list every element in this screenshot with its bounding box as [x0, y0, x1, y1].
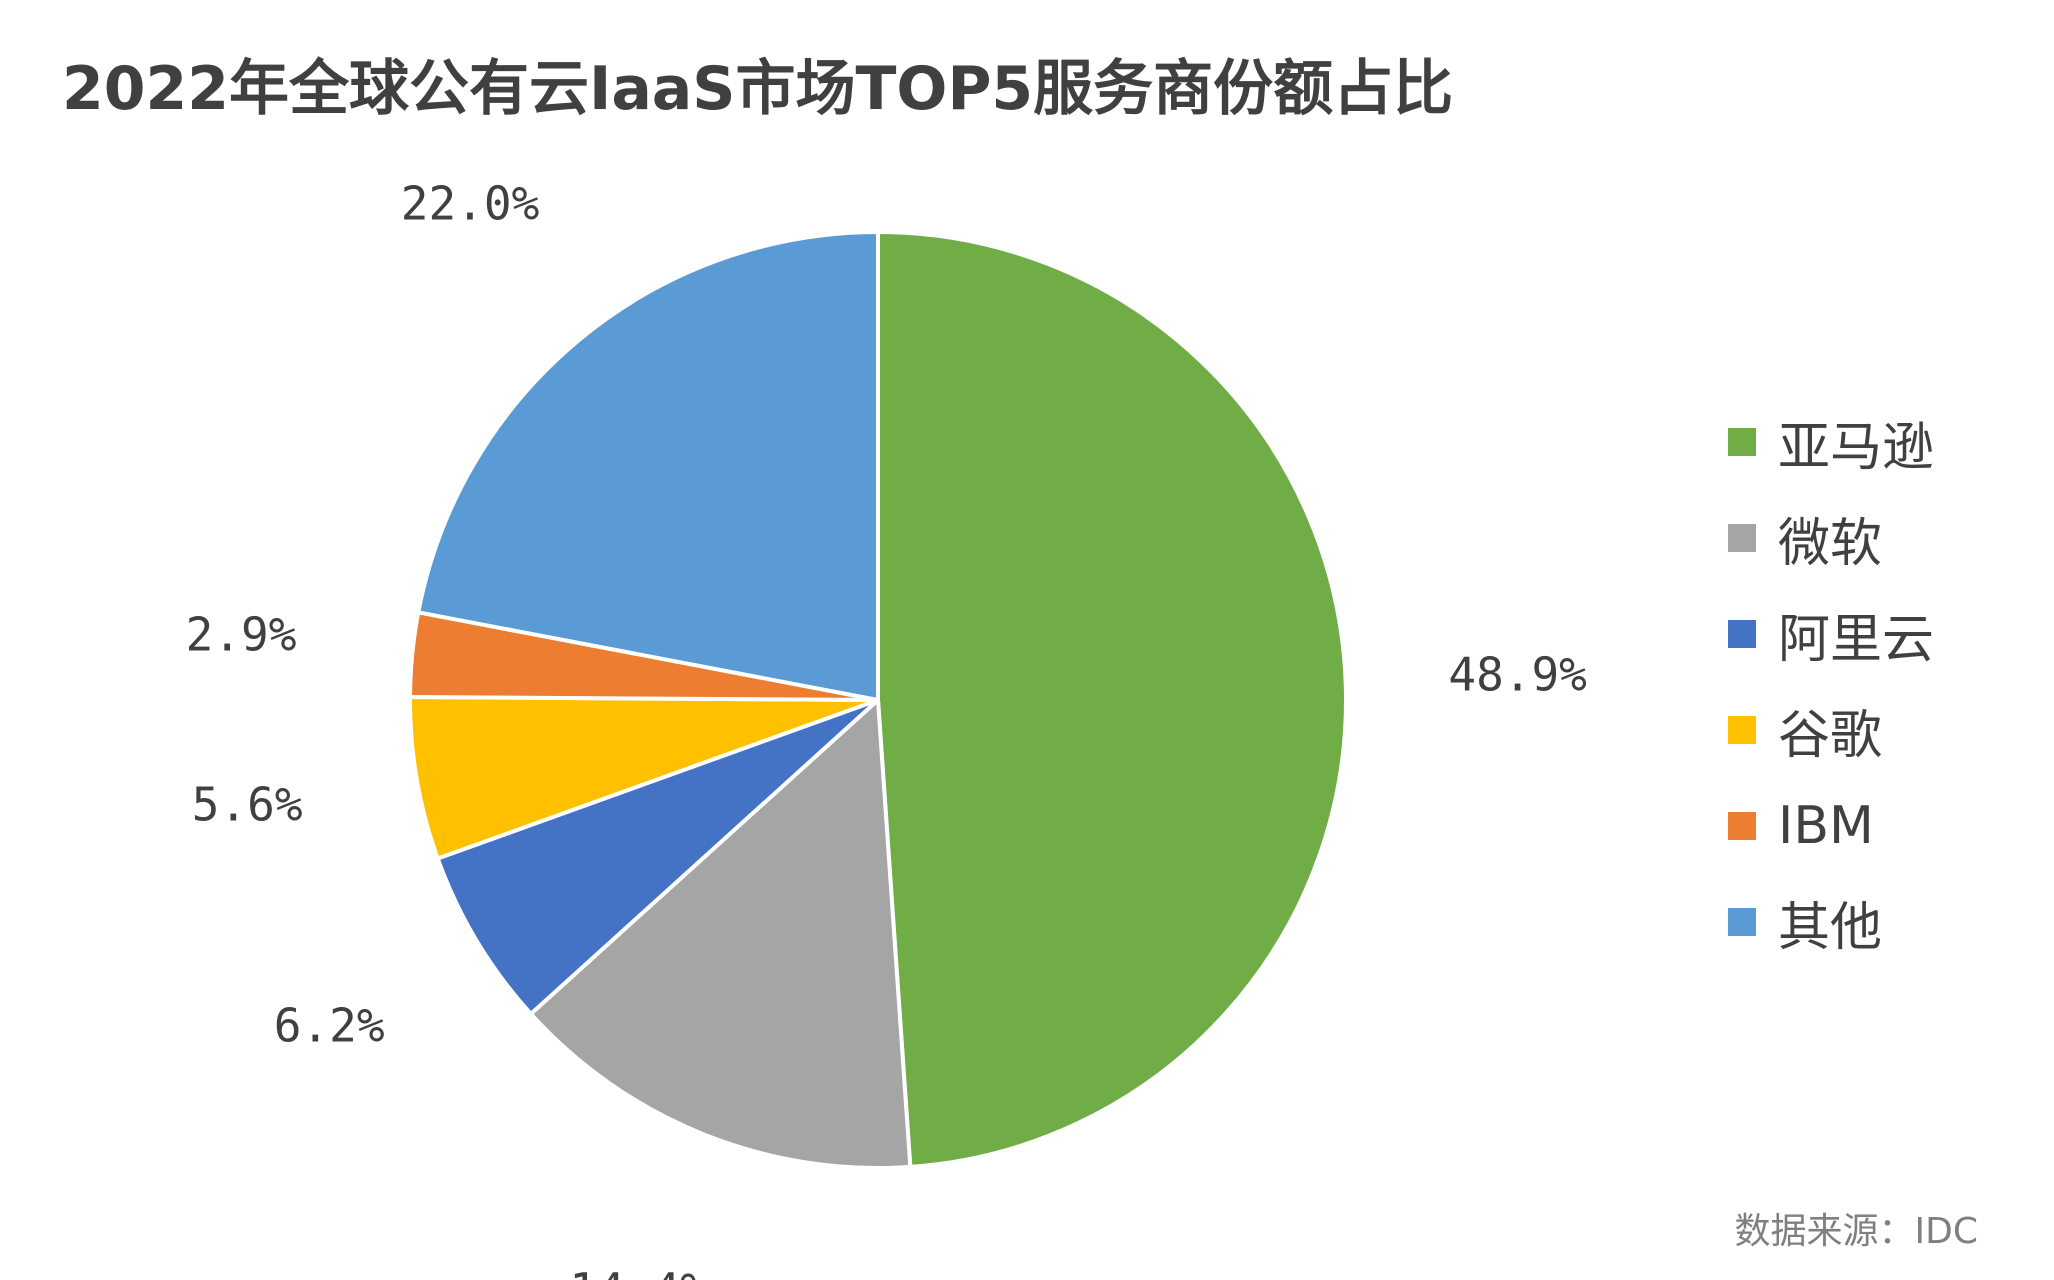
pie-slice-2 — [528, 695, 913, 1170]
data-label-2: 14.4% — [569, 1263, 707, 1280]
legend-label: 微软 — [1778, 513, 1883, 574]
pie-slice-1 — [876, 229, 1348, 1170]
legend-item-4: 谷歌 — [1728, 682, 1934, 778]
legend-item-3: 阿里云 — [1728, 586, 1934, 682]
legend-swatch — [1728, 428, 1756, 456]
pie-slice-6 — [415, 229, 880, 703]
data-label-5: 2.9% — [186, 607, 297, 661]
data-label-6: 22.0% — [401, 176, 539, 230]
legend-swatch — [1728, 716, 1756, 744]
legend-swatch — [1728, 908, 1756, 936]
pie-slice-4 — [408, 695, 879, 862]
legend-item-2: 微软 — [1728, 490, 1934, 586]
legend-label: 谷歌 — [1778, 705, 1883, 766]
source-note: 数据来源：IDC — [1734, 1211, 1978, 1252]
legend-label: 亚马逊 — [1778, 417, 1935, 478]
data-label-4: 5.6% — [192, 778, 303, 832]
legend-item-6: 其他 — [1728, 874, 1934, 970]
legend-item-1: 亚马逊 — [1728, 394, 1934, 490]
data-label-1: 48.9% — [1448, 647, 1586, 701]
legend-label: IBM — [1778, 796, 1874, 856]
pie-slice-3 — [435, 698, 880, 1017]
pie-slices — [407, 229, 1348, 1170]
legend-item-5: IBM — [1728, 778, 1934, 874]
legend-label: 其他 — [1778, 897, 1883, 958]
chart-title: 2022年全球公有云IaaS市场TOP5服务商份额占比 — [62, 54, 1454, 124]
legend-swatch — [1728, 812, 1756, 840]
pie-data-labels: 48.9% 14.4% 6.2% 5.6% 2.9% 22.0% — [186, 176, 1587, 1280]
legend-label: 阿里云 — [1778, 609, 1935, 670]
chart-legend: 亚马逊微软阿里云谷歌 IBM 其他 — [1728, 394, 1934, 970]
data-label-3: 6.2% — [274, 999, 385, 1053]
legend-swatch — [1728, 524, 1756, 552]
legend-swatch — [1728, 620, 1756, 648]
